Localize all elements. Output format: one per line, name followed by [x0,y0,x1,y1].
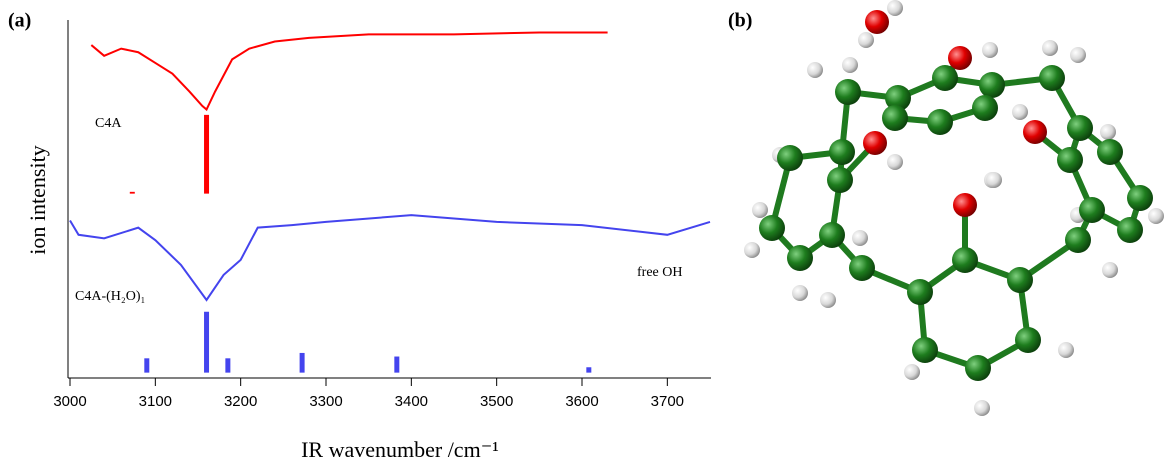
panel-label: (b) [728,10,752,32]
y-axis-label: ion intensity [25,145,50,254]
panel-label: (a) [8,10,31,32]
annotation: C4A-(H₂O)₁ [75,289,145,304]
x-tick-label: 3500 [480,393,513,410]
x-tick-label: 3600 [565,393,598,410]
figure: (a) (b) IR wavenumber /cm⁻¹ ion intensit… [0,0,1164,469]
plot-area: 3000 3100 3200 3300 3400 3500 3600 3700 [53,33,710,410]
annotation: free OH [637,265,682,280]
x-tick-label: 3200 [224,393,257,410]
x-tick-label: 3000 [53,393,86,410]
annotation: C4A [95,116,122,131]
x-tick-label: 3300 [309,393,342,410]
spectrum-line [91,33,607,110]
x-tick-label: 3700 [651,393,684,410]
x-axis-label: IR wavenumber /cm⁻¹ [301,437,499,462]
x-tick-label: 3100 [139,393,172,410]
molecule [744,0,1164,416]
spectrum-line [70,215,710,300]
x-tick-label: 3400 [395,393,428,410]
